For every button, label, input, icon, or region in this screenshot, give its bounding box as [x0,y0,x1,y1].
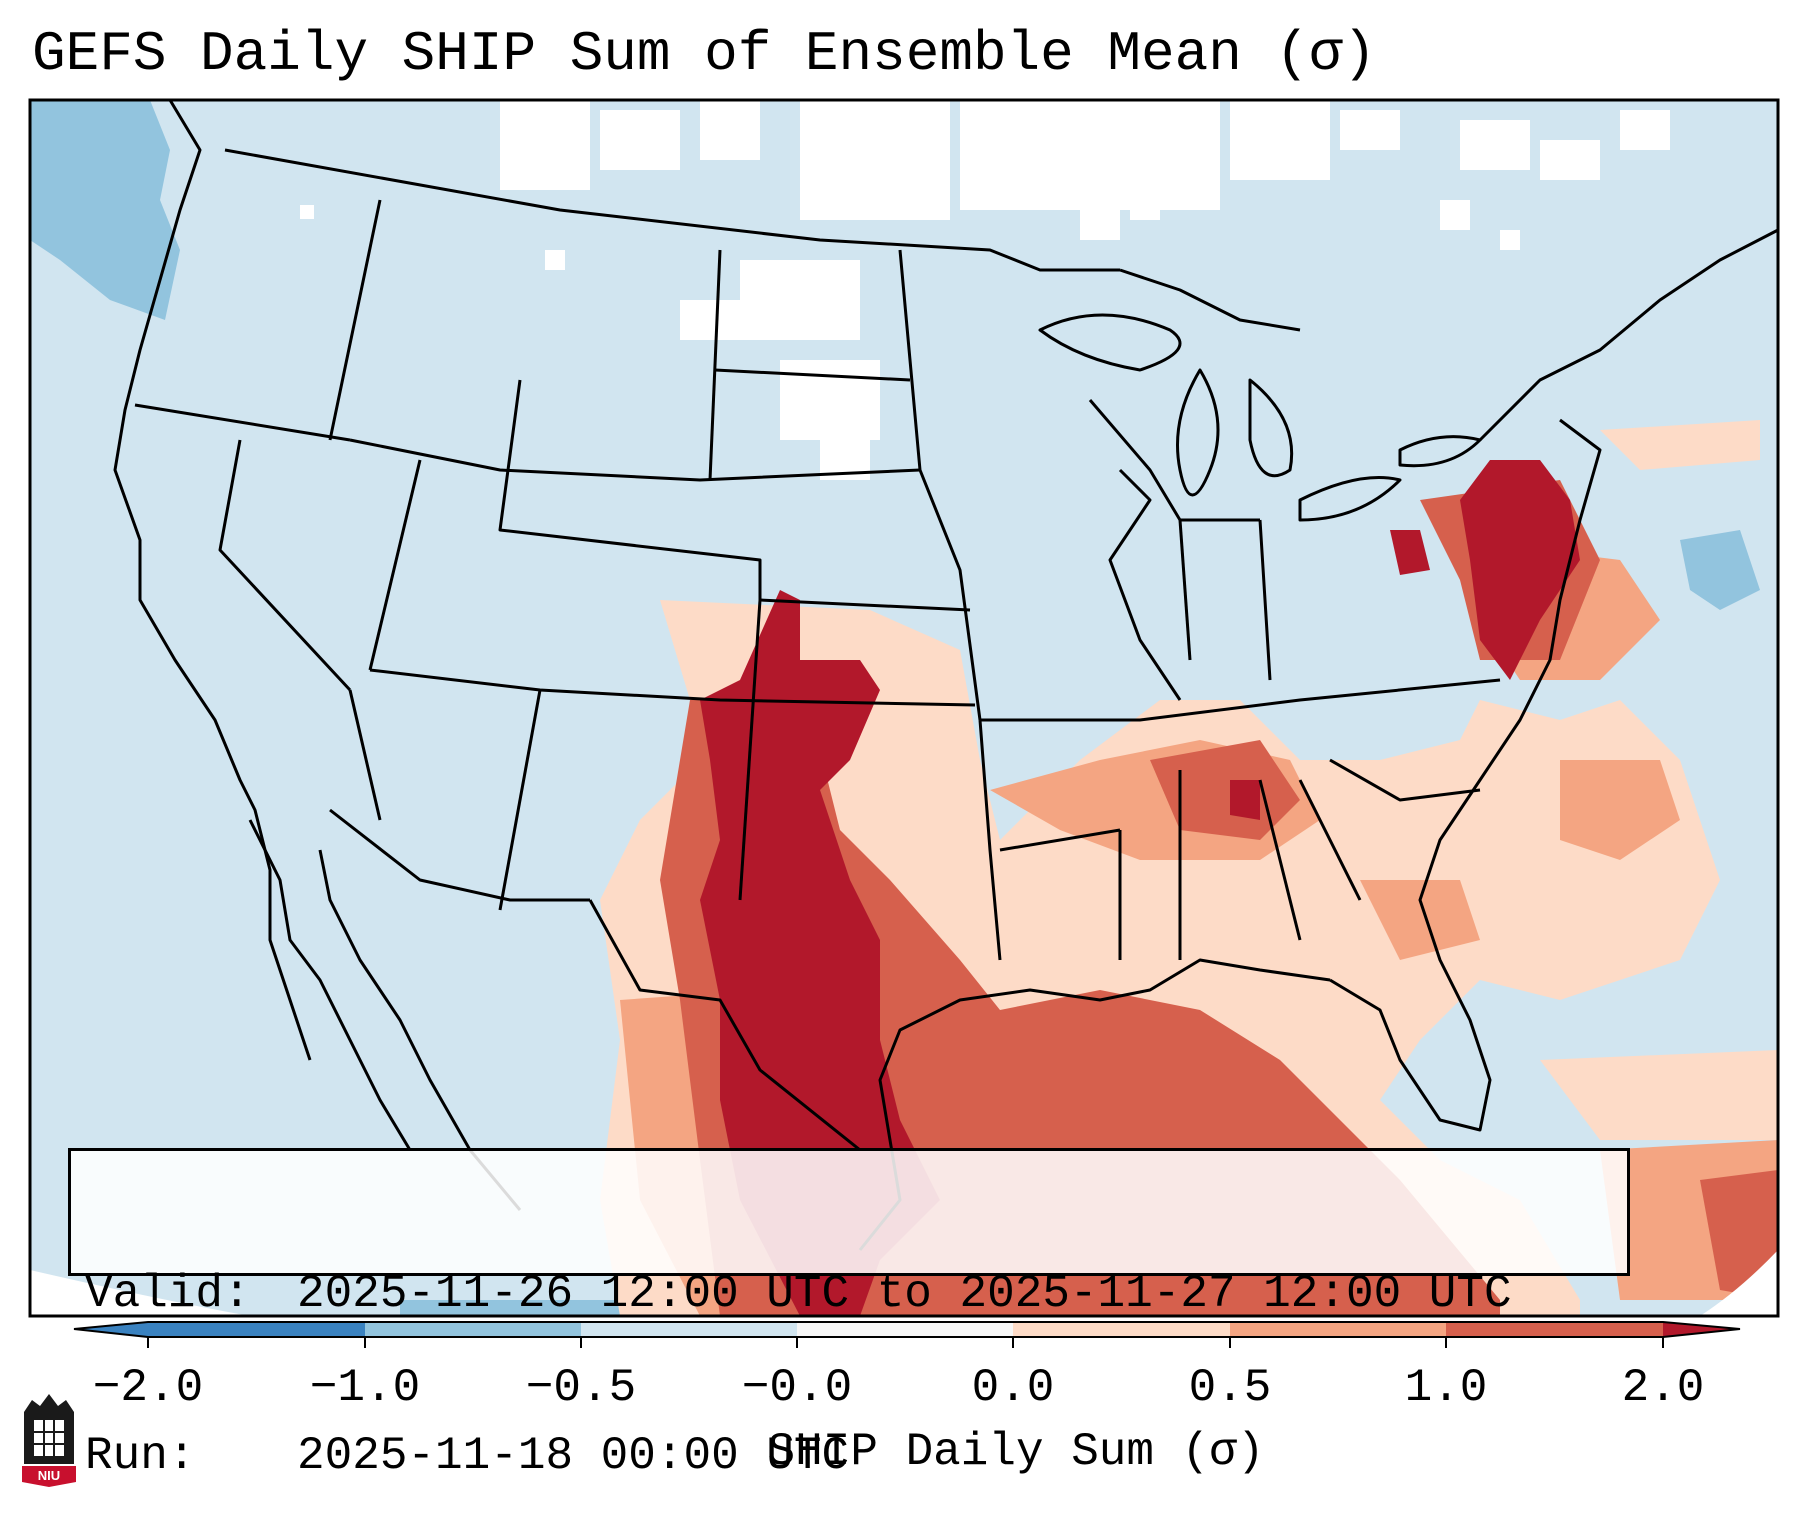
niu-logo: NIU [22,1394,76,1487]
lake-ontario [1398,435,1482,468]
lake-huron [1248,378,1294,478]
logo-window-icon [34,1420,64,1456]
colorbar-segment [1230,1322,1446,1337]
logo-text: NIU [38,1468,60,1483]
colorbar-segment [365,1322,581,1337]
lake-superior [1038,313,1182,372]
colorbar-segment [1013,1322,1230,1337]
colorbar-segment [797,1322,1013,1337]
forecast-map [28,98,1780,1348]
map-field [30,100,1778,1316]
valid-row: Valid: 2025-11-26 12:00 UTC to 2025-11-27… [85,1267,1627,1321]
us-mexico-border-west [329,808,590,902]
valid-time-box: Valid: 2025-11-26 12:00 UTC to 2025-11-27… [68,1148,1630,1482]
projection-corner [1700,1250,1778,1316]
run-label: Run: [85,1430,196,1482]
us-mexico-border [588,899,861,1152]
colorbar-segment [1446,1322,1663,1337]
map-frame [28,98,1780,1318]
pacific-negative-area [30,100,1760,1316]
colorbar-tick-label: −0.5 [525,1362,637,1414]
west-coastline [113,100,312,1061]
run-row: Run: 2025-11-18 00:00 UTC [85,1429,1627,1483]
colorbar-ticks [147,1337,1664,1348]
near-zero-patches [300,100,1670,480]
colorbar-segment [581,1322,797,1337]
valid-value: 2025-11-26 12:00 UTC to 2025-11-27 12:00… [297,1268,1512,1320]
colorbar-tick-label: −0.0 [741,1362,853,1414]
colorbar-extend-high [1663,1322,1740,1337]
st-lawrence [1478,228,1778,442]
colorbar-tick-label: 1.0 [1404,1362,1488,1414]
colorbar-tick-label: 0.0 [971,1362,1055,1414]
logo-banner [22,1466,76,1487]
colorbar-segment [148,1322,365,1337]
map-title: GEFS Daily SHIP Sum of Ensemble Mean (σ) [32,22,1377,86]
colorbar-tick-label: −1.0 [309,1362,421,1414]
projection-corner [30,1270,250,1316]
colorbar [73,1321,1741,1348]
lake-michigan [1176,368,1220,497]
east-coastline [1329,418,1602,1132]
colorbar-label: SHIP Daily Sum (σ) [767,1426,1265,1478]
colorbar-tick-label: 2.0 [1621,1362,1705,1414]
valid-label: Valid: [85,1268,251,1320]
canada-border [224,148,1120,272]
colorbar-tick-label: −2.0 [92,1362,204,1414]
colorbar-tick-label: 0.5 [1188,1362,1272,1414]
boundaries [113,100,1778,1251]
gulf-of-california [248,819,412,1151]
great-lakes-border [1119,268,1301,332]
colorbar-extend-low [74,1322,148,1337]
lake-erie [1298,476,1402,522]
positive-dark-red-area [700,460,1580,1316]
run-value: 2025-11-18 00:00 UTC [297,1430,850,1482]
